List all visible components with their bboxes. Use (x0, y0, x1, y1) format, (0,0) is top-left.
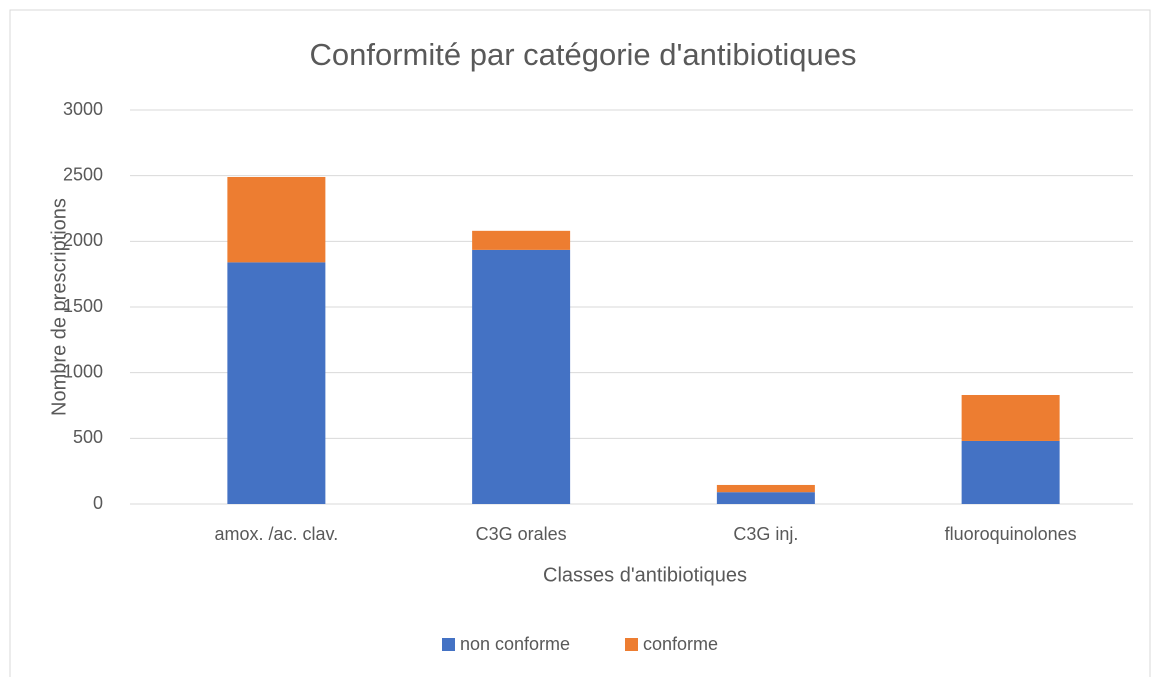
bar-segment (227, 176, 326, 263)
legend-label: conforme (643, 634, 718, 654)
y-tick-label: 3000 (63, 99, 103, 119)
y-tick-label: 2500 (63, 164, 103, 184)
y-tick-label: 500 (73, 427, 103, 447)
bar-segment (716, 492, 815, 504)
x-tick-label: fluoroquinolones (945, 524, 1077, 544)
x-tick-label: C3G orales (476, 524, 567, 544)
bar-segment (716, 484, 815, 493)
x-axis-title: Classes d'antibiotiques (543, 564, 747, 586)
y-tick-label: 2000 (63, 230, 103, 250)
legend-swatch (442, 638, 455, 651)
y-tick-label: 1000 (63, 361, 103, 381)
chart-title: Conformité par catégorie d'antibiotiques (309, 37, 856, 72)
x-tick-label: C3G inj. (733, 524, 798, 544)
y-tick-label: 1500 (63, 296, 103, 316)
legend-label: non conforme (460, 634, 570, 654)
bar-segment (227, 262, 326, 504)
x-tick-label: amox. /ac. clav. (215, 524, 339, 544)
bar-segment (961, 440, 1060, 504)
bar-segment (961, 394, 1060, 441)
legend-swatch (625, 638, 638, 651)
bar-segment (472, 249, 571, 504)
chart-frame (9, 9, 1151, 677)
y-axis-title: Nombre de prescriptions (48, 198, 70, 416)
bar-segment (472, 230, 571, 250)
y-tick-label: 0 (93, 493, 103, 513)
